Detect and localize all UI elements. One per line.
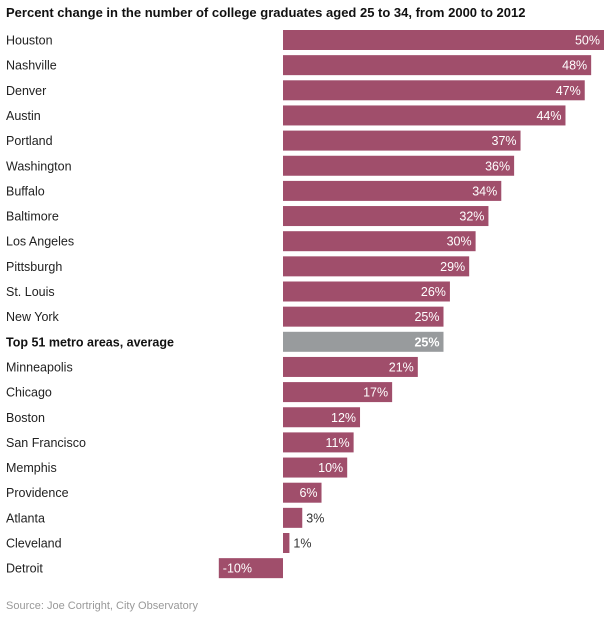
category-label: Buffalo (6, 184, 45, 198)
bar (283, 30, 604, 50)
bar-row-washington: Washington 36% (6, 155, 515, 176)
category-label: Boston (6, 411, 45, 425)
bar (283, 507, 303, 528)
value-label: 6% (299, 486, 317, 500)
value-label: 47% (556, 84, 581, 98)
bar-row-los-angeles: Los Angeles 30% (6, 231, 476, 252)
bar (283, 457, 348, 478)
category-label: Austin (6, 109, 41, 123)
average-bar (283, 331, 444, 352)
category-label: Houston (6, 34, 53, 48)
value-label: 34% (472, 184, 497, 198)
value-label: 30% (447, 235, 472, 249)
bar-row-san-francisco: San Francisco 11% (6, 432, 354, 453)
category-label: New York (6, 310, 60, 324)
value-label: 29% (440, 260, 465, 274)
bar-row-austin: Austin 44% (6, 105, 566, 126)
category-label: Chicago (6, 386, 52, 400)
bar-row-portland: Portland 37% (6, 130, 521, 151)
category-label: Cleveland (6, 537, 62, 551)
bar (283, 407, 361, 428)
value-label: 36% (485, 159, 510, 173)
bar-row-buffalo: Buffalo 34% (6, 180, 502, 201)
bar (283, 306, 444, 327)
bar (283, 356, 418, 377)
category-label: Top 51 metro areas, average (6, 335, 174, 349)
bar (283, 533, 290, 553)
bar-row-nashville: Nashville 48% (6, 55, 592, 76)
source-note: Source: Joe Cortright, City Observatory (6, 600, 198, 612)
category-label: Minneapolis (6, 360, 73, 374)
value-label: 25% (414, 335, 439, 349)
bar-row-new-york: New York 25% (6, 306, 444, 327)
value-label: 1% (293, 537, 311, 551)
value-label: 10% (318, 461, 343, 475)
bar (283, 55, 592, 76)
category-label: Washington (6, 159, 72, 173)
bar-row-atlanta: Atlanta 3% (6, 507, 324, 528)
bar-row-st-louis: St. Louis 26% (6, 281, 450, 302)
value-label: 50% (575, 34, 600, 48)
category-label: Baltimore (6, 210, 59, 224)
category-label: St. Louis (6, 285, 55, 299)
category-label: Detroit (6, 562, 43, 576)
chart-title: Percent change in the number of college … (6, 5, 526, 20)
category-label: Los Angeles (6, 235, 74, 249)
bar-row-detroit: Detroit -10% (6, 558, 283, 579)
value-label: 37% (492, 134, 517, 148)
category-label: Memphis (6, 461, 57, 475)
category-label: Atlanta (6, 511, 45, 525)
bar (283, 206, 489, 227)
bar-row-minneapolis: Minneapolis 21% (6, 356, 418, 377)
bar (283, 382, 393, 403)
value-label: 48% (562, 59, 587, 73)
bar (283, 180, 502, 201)
bar-row-baltimore: Baltimore 32% (6, 206, 489, 227)
bar (283, 432, 354, 453)
value-label: 25% (414, 310, 439, 324)
value-label: 21% (389, 360, 414, 374)
value-label: 44% (536, 109, 561, 123)
bar-row-top-51-metro-areas-average: Top 51 metro areas, average 25% (6, 331, 444, 352)
value-label: 12% (331, 411, 356, 425)
bar (283, 231, 476, 252)
value-label: 17% (363, 386, 388, 400)
category-label: Pittsburgh (6, 260, 62, 274)
bar-row-pittsburgh: Pittsburgh 29% (6, 256, 470, 277)
bar (283, 105, 566, 126)
bar-row-boston: Boston 12% (6, 407, 361, 428)
bar (283, 80, 585, 101)
bar-row-providence: Providence 6% (6, 482, 322, 503)
bar (283, 482, 322, 503)
value-label: 3% (306, 511, 324, 525)
bar-row-cleveland: Cleveland 1% (6, 533, 311, 553)
bar (218, 558, 283, 579)
category-label: Denver (6, 84, 46, 98)
bar (283, 130, 521, 151)
category-label: Portland (6, 134, 53, 148)
bar-row-houston: Houston 50% (6, 30, 604, 50)
bar-row-denver: Denver 47% (6, 80, 585, 101)
category-label: Providence (6, 486, 69, 500)
bar-row-memphis: Memphis 10% (6, 457, 348, 478)
bar-row-chicago: Chicago 17% (6, 382, 393, 403)
category-label: Nashville (6, 59, 57, 73)
value-label: 11% (326, 436, 350, 450)
bar (283, 155, 515, 176)
value-label: -10% (223, 562, 252, 576)
category-label: San Francisco (6, 436, 86, 450)
bar (283, 256, 470, 277)
bar (283, 281, 450, 302)
value-label: 26% (421, 285, 446, 299)
value-label: 32% (459, 210, 484, 224)
